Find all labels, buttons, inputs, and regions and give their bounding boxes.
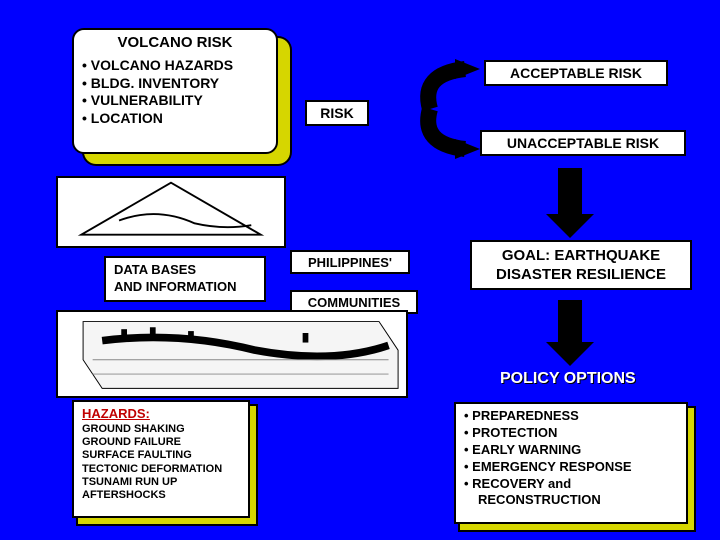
hz-5: AFTERSHOCKS bbox=[82, 489, 240, 502]
db-line2: AND INFORMATION bbox=[114, 279, 256, 296]
hz-3: TECTONIC DEFORMATION bbox=[82, 463, 240, 476]
split-arrows-icon bbox=[380, 54, 480, 164]
vr-bullet-3: • LOCATION bbox=[82, 110, 268, 128]
acceptable-text: ACCEPTABLE RISK bbox=[510, 65, 642, 81]
hazards-heading: HAZARDS: bbox=[82, 406, 240, 421]
policy-bullet-4: • RECOVERY and bbox=[464, 476, 678, 493]
hazards-box: HAZARDS: GROUND SHAKING GROUND FAILURE S… bbox=[72, 400, 250, 518]
policy-title: POLICY OPTIONS bbox=[500, 370, 636, 388]
policy-bullet-1: • PROTECTION bbox=[464, 425, 678, 442]
policy-bullet-5: RECONSTRUCTION bbox=[464, 492, 678, 509]
acceptable-risk-box: ACCEPTABLE RISK bbox=[484, 60, 668, 86]
arrow-down-1-head-icon bbox=[546, 214, 594, 238]
hz-1: GROUND FAILURE bbox=[82, 436, 240, 449]
arrow-down-2-shaft bbox=[558, 300, 582, 344]
goal-line2: DISASTER RESILIENCE bbox=[496, 265, 666, 285]
goal-box: GOAL: EARTHQUAKE DISASTER RESILIENCE bbox=[470, 240, 692, 290]
arrow-down-1-shaft bbox=[558, 168, 582, 216]
hz-4: TSUNAMI RUN UP bbox=[82, 476, 240, 489]
policy-bullet-2: • EARLY WARNING bbox=[464, 442, 678, 459]
unacceptable-text: UNACCEPTABLE RISK bbox=[507, 135, 659, 151]
vr-bullet-2: • VULNERABILITY bbox=[82, 92, 268, 110]
unacceptable-risk-box: UNACCEPTABLE RISK bbox=[480, 130, 686, 156]
illustration-lower bbox=[56, 310, 408, 398]
philippines-text: PHILIPPINES' bbox=[308, 255, 392, 270]
illustration-upper bbox=[56, 176, 286, 248]
vr-bullet-0: • VOLCANO HAZARDS bbox=[82, 57, 268, 75]
arrow-down-2-head-icon bbox=[546, 342, 594, 366]
hz-2: SURFACE FAULTING bbox=[82, 449, 240, 462]
policy-box: • PREPAREDNESS • PROTECTION • EARLY WARN… bbox=[454, 402, 688, 524]
vr-bullet-1: • BLDG. INVENTORY bbox=[82, 75, 268, 93]
volcano-risk-title: VOLCANO RISK bbox=[82, 34, 268, 51]
communities-text: COMMUNITIES bbox=[308, 295, 400, 310]
volcano-risk-box: VOLCANO RISK • VOLCANO HAZARDS • BLDG. I… bbox=[72, 28, 278, 154]
policy-bullet-3: • EMERGENCY RESPONSE bbox=[464, 459, 678, 476]
hz-0: GROUND SHAKING bbox=[82, 423, 240, 436]
philippines-box: PHILIPPINES' bbox=[290, 250, 410, 274]
db-line1: DATA BASES bbox=[114, 262, 256, 279]
policy-bullet-0: • PREPAREDNESS bbox=[464, 408, 678, 425]
goal-line1: GOAL: EARTHQUAKE bbox=[502, 246, 660, 266]
volcano-risk-bullets: • VOLCANO HAZARDS • BLDG. INVENTORY • VU… bbox=[82, 57, 268, 127]
databases-box: DATA BASES AND INFORMATION bbox=[104, 256, 266, 302]
hazards-items: GROUND SHAKING GROUND FAILURE SURFACE FA… bbox=[82, 423, 240, 502]
risk-label-box: RISK bbox=[305, 100, 369, 126]
risk-text: RISK bbox=[320, 105, 353, 121]
